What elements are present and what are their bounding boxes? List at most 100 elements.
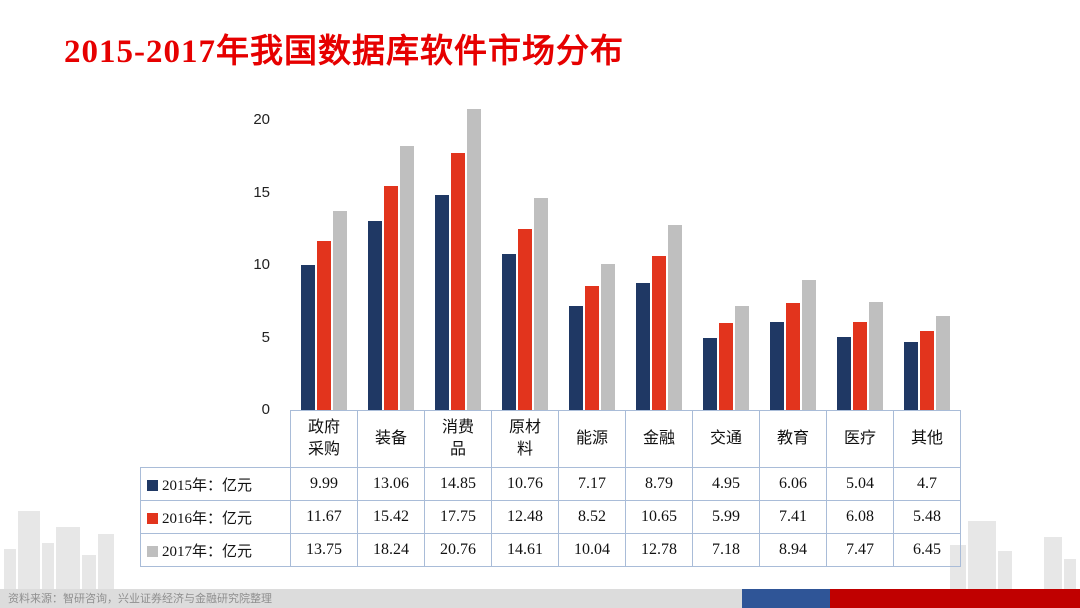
bar-2015-政府采购 bbox=[300, 265, 315, 410]
table-row-2017: 2017年：亿元 13.75 18.24 20.76 14.61 10.04 12.78 7.… bbox=[140, 533, 961, 567]
building-shape bbox=[42, 543, 54, 589]
value-2015-其他: 4.7 bbox=[893, 467, 961, 501]
plot-area bbox=[290, 105, 960, 410]
y-axis: 0 5 10 15 20 bbox=[236, 105, 282, 418]
category-header-能源: 能源 bbox=[558, 410, 626, 468]
bar-2017-装备 bbox=[399, 145, 414, 410]
bar-2016-金融 bbox=[651, 255, 666, 410]
bar-2016-教育 bbox=[785, 302, 800, 410]
legend-swatch-2016 bbox=[147, 512, 158, 524]
category-header-政府采购: 政府 采购 bbox=[290, 410, 358, 468]
y-tick-20: 20 bbox=[253, 111, 270, 128]
bar-group-其他 bbox=[893, 105, 960, 410]
bar-2015-其他 bbox=[903, 341, 918, 410]
bar-group-教育 bbox=[759, 105, 826, 410]
bar-group-医疗 bbox=[826, 105, 893, 410]
table-body: 2015年：亿元 9.99 13.06 14.85 10.76 7.17 8.79 4.95 6… bbox=[140, 467, 961, 567]
bar-2016-原材料 bbox=[517, 229, 532, 410]
bar-2016-政府采购 bbox=[316, 240, 331, 410]
footer-blue-bar bbox=[742, 589, 830, 608]
bar-2017-金融 bbox=[667, 224, 682, 410]
bar-2015-能源 bbox=[568, 306, 583, 410]
bar-group-消费品 bbox=[424, 105, 491, 410]
bar-group-交通 bbox=[692, 105, 759, 410]
value-2015-交通: 4.95 bbox=[692, 467, 760, 501]
value-2017-消费品: 20.76 bbox=[424, 533, 492, 567]
legend-cell-2016: 2016年：亿元 bbox=[140, 500, 291, 534]
category-header-教育: 教育 bbox=[759, 410, 827, 468]
value-2016-教育: 7.41 bbox=[759, 500, 827, 534]
bar-group-政府采购 bbox=[290, 105, 357, 410]
bar-2015-教育 bbox=[769, 322, 784, 410]
building-shape bbox=[82, 555, 96, 589]
value-2015-能源: 7.17 bbox=[558, 467, 626, 501]
category-header-装备: 装备 bbox=[357, 410, 425, 468]
building-shape bbox=[998, 551, 1012, 589]
bar-2017-医疗 bbox=[868, 301, 883, 410]
bar-2016-交通 bbox=[718, 323, 733, 410]
source-text: 资料来源：智研咨询，兴业证券经济与金融研究院整理 bbox=[8, 593, 272, 605]
bar-2015-原材料 bbox=[501, 253, 516, 410]
building-shape bbox=[98, 534, 114, 589]
y-tick-10: 10 bbox=[253, 256, 270, 273]
building-shape bbox=[968, 521, 996, 589]
bar-chart: 0 5 10 15 20 政府 采购 装备 消费品原材料能源 金融 交通 教育 医疗 其他 2015年：… bbox=[140, 105, 961, 567]
value-2015-政府采购: 9.99 bbox=[290, 467, 358, 501]
bar-2015-装备 bbox=[367, 220, 382, 410]
y-tick-0: 0 bbox=[261, 401, 270, 418]
bar-2016-能源 bbox=[584, 286, 599, 410]
value-2017-金融: 12.78 bbox=[625, 533, 693, 567]
bar-group-原材料 bbox=[491, 105, 558, 410]
footer: 资料来源：智研咨询，兴业证券经济与金融研究院整理 bbox=[0, 589, 1080, 608]
bar-group-装备 bbox=[357, 105, 424, 410]
legend-cell-2015: 2015年：亿元 bbox=[140, 467, 291, 501]
value-2015-装备: 13.06 bbox=[357, 467, 425, 501]
value-2015-原材料: 10.76 bbox=[491, 467, 559, 501]
table-row-2016: 2016年：亿元 11.67 15.42 17.75 12.48 8.52 10.65 5.9… bbox=[140, 500, 961, 534]
plot-wrapper: 0 5 10 15 20 bbox=[253, 105, 960, 418]
footer-red-bar bbox=[830, 589, 1080, 608]
bar-2015-医疗 bbox=[836, 336, 851, 410]
table-corner-cell bbox=[141, 411, 291, 468]
bar-2015-金融 bbox=[635, 282, 650, 410]
bar-group-金融 bbox=[625, 105, 692, 410]
bar-2016-医疗 bbox=[852, 321, 867, 410]
value-2017-政府采购: 13.75 bbox=[290, 533, 358, 567]
building-shape bbox=[1044, 537, 1062, 589]
bar-2017-其他 bbox=[935, 316, 950, 410]
category-header-医疗: 医疗 bbox=[826, 410, 894, 468]
value-2015-教育: 6.06 bbox=[759, 467, 827, 501]
value-2016-医疗: 6.08 bbox=[826, 500, 894, 534]
bar-2017-消费品 bbox=[466, 108, 481, 410]
value-2015-医疗: 5.04 bbox=[826, 467, 894, 501]
category-header-原材料: 原材料 bbox=[491, 410, 559, 468]
bar-2017-交通 bbox=[734, 305, 749, 410]
value-2016-能源: 8.52 bbox=[558, 500, 626, 534]
value-2016-政府采购: 11.67 bbox=[290, 500, 358, 534]
building-shape bbox=[56, 527, 80, 589]
bar-2015-消费品 bbox=[434, 194, 449, 410]
building-shape bbox=[4, 549, 16, 589]
bar-2015-交通 bbox=[702, 338, 717, 410]
table-header: 政府 采购 装备 消费品原材料能源 金融 交通 教育 医疗 其他 bbox=[141, 410, 961, 468]
category-header-金融: 金融 bbox=[625, 410, 693, 468]
bar-2016-消费品 bbox=[450, 152, 465, 410]
legend-cell-2017: 2017年：亿元 bbox=[140, 533, 291, 567]
value-2017-医疗: 7.47 bbox=[826, 533, 894, 567]
bar-2017-教育 bbox=[801, 280, 816, 410]
value-2016-装备: 15.42 bbox=[357, 500, 425, 534]
value-2016-消费品: 17.75 bbox=[424, 500, 492, 534]
value-2016-金融: 10.65 bbox=[625, 500, 693, 534]
bar-group-能源 bbox=[558, 105, 625, 410]
legend-label-2016: 2016年：亿元 bbox=[162, 510, 253, 527]
y-tick-5: 5 bbox=[261, 328, 270, 346]
legend-label-2015: 2015年：亿元 bbox=[162, 477, 253, 494]
bar-2017-能源 bbox=[600, 264, 615, 410]
value-2017-原材料: 14.61 bbox=[491, 533, 559, 567]
category-header-其他: 其他 bbox=[893, 410, 961, 468]
value-2016-交通: 5.99 bbox=[692, 500, 760, 534]
building-shape bbox=[18, 511, 40, 589]
value-2017-装备: 18.24 bbox=[357, 533, 425, 567]
y-tick-15: 15 bbox=[253, 183, 270, 201]
